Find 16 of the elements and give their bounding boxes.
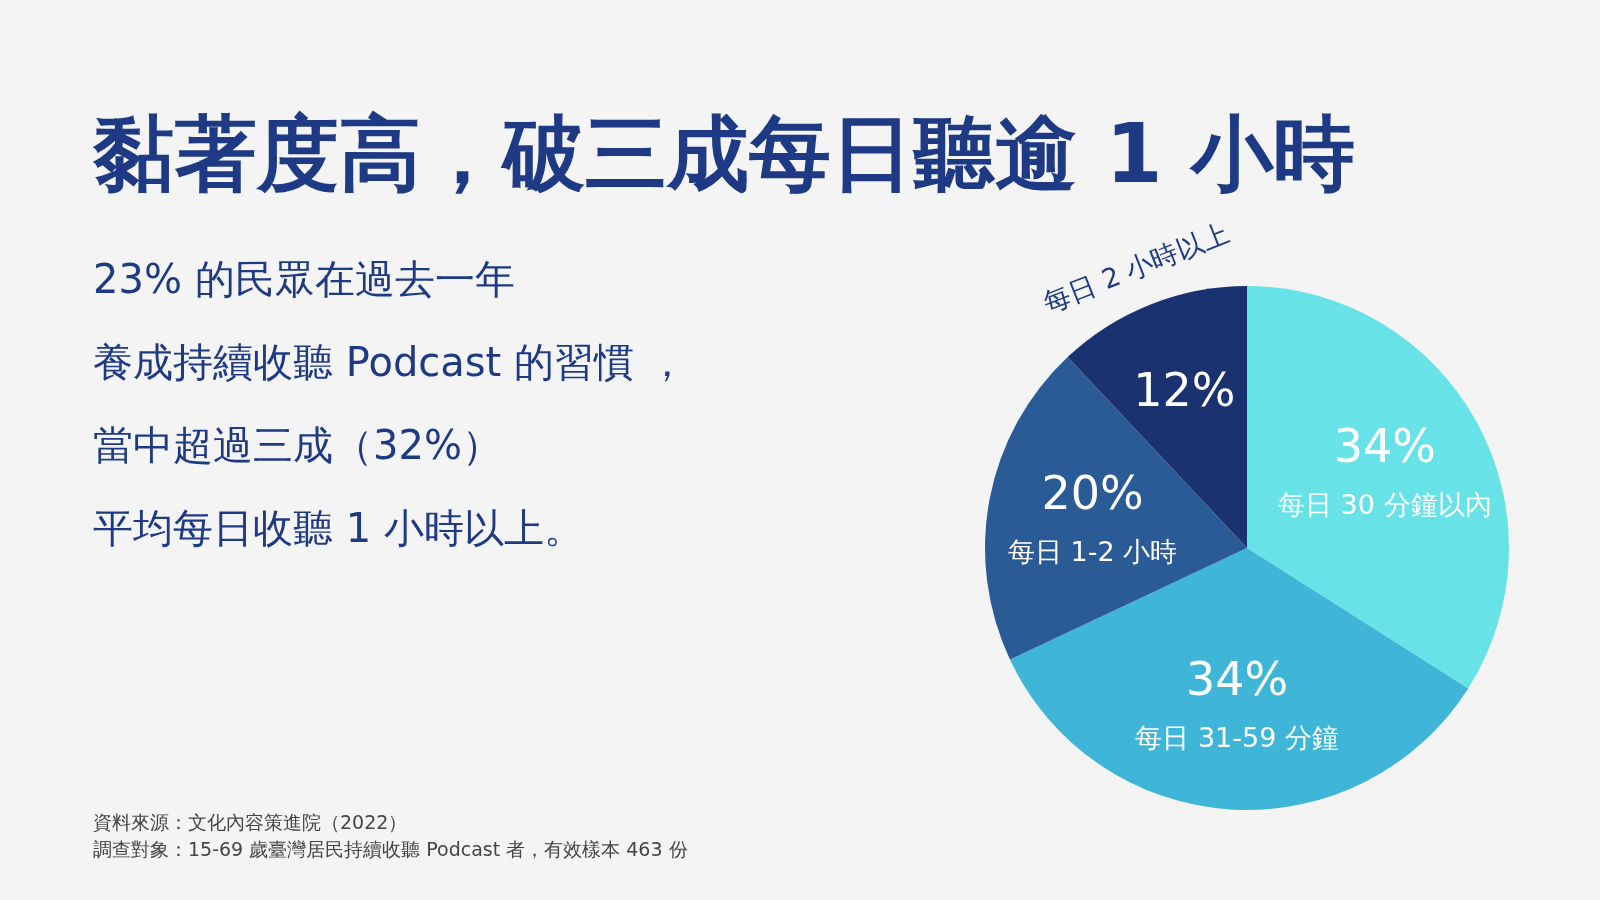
pie-slice	[985, 357, 1247, 660]
source-note: 資料來源：文化內容策進院（2022）	[93, 811, 408, 833]
text: 23% 的民眾在過去一年	[93, 256, 515, 302]
data-label: 20%	[1041, 465, 1144, 520]
text: 養成持續收聽 Podcast 的習慣 ，	[93, 339, 687, 385]
slice-label: 每日 31-59 分鐘	[1135, 721, 1339, 753]
data-label: 34%	[1186, 651, 1289, 706]
chart-title: 黏著度高，破三成每日聽逾 1 小時	[92, 106, 1356, 201]
slice-label: 每日 2 小時以上	[1039, 217, 1233, 319]
data-label: 34%	[1333, 419, 1436, 474]
data-label: 12%	[1133, 362, 1236, 417]
text: 當中超過三成（32%）	[93, 422, 502, 468]
slice-label: 每日 30 分鐘以內	[1277, 489, 1492, 521]
text: 調查對象：15-69 歲臺灣居民持續收聽 Podcast 者，有效樣本 463 份	[93, 838, 688, 860]
text: 平均每日收聽 1 小時以上。	[93, 505, 584, 551]
slice-label: 每日 1-2 小時	[1007, 535, 1178, 567]
